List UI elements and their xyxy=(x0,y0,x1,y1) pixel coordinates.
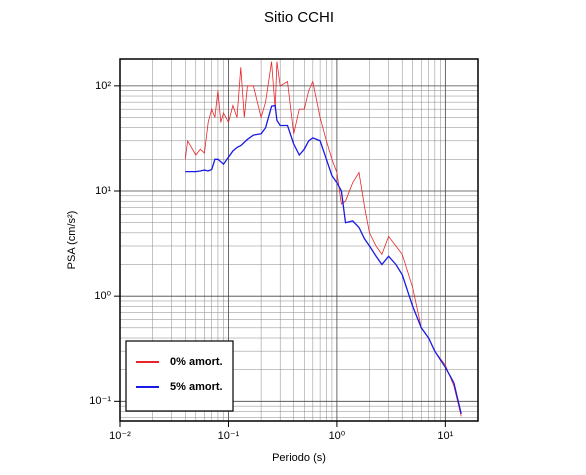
chart-title: Sitio CCHI xyxy=(264,9,334,26)
plot-frame xyxy=(119,58,479,422)
x-tick-label: 10⁰ xyxy=(329,430,346,442)
y-tick-label: 10⁻¹ xyxy=(89,395,111,407)
x-tick-label: 10⁻¹ xyxy=(218,430,240,442)
series-line xyxy=(184,61,462,417)
x-tick-label: 10⁻² xyxy=(109,430,131,442)
y-tick-label: 10⁰ xyxy=(94,290,111,302)
y-tick-label: 10¹ xyxy=(95,185,111,197)
x-tick-label: 10¹ xyxy=(437,430,453,442)
legend-label: 5% amort. xyxy=(170,381,223,393)
series-line xyxy=(185,104,462,415)
x-axis-label: Periodo (s) xyxy=(272,452,326,464)
legend-label: 0% amort. xyxy=(170,356,223,368)
y-tick-label: 10² xyxy=(95,80,111,92)
legend-box xyxy=(125,340,234,412)
y-axis-label: PSA (cm/s²) xyxy=(66,211,78,270)
